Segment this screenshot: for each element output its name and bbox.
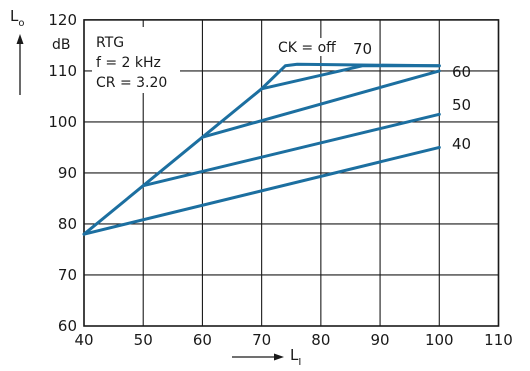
annotation-line-1: RTG [96, 35, 124, 51]
x-tick-label-90: 90 [371, 331, 390, 349]
series-label-50: 50 [452, 96, 471, 114]
series-label-off: CK = off [278, 40, 336, 56]
series-line-4 [82, 145, 441, 236]
tick-labels: 40 50 60 70 80 90 100 110 60 70 80 90 100 110 120 [48, 11, 512, 349]
annotation-background [92, 27, 180, 93]
series-label-70: 70 [353, 40, 372, 58]
annotation-box: RTG f = 2 kHz CR = 3.20 [92, 27, 180, 93]
grid [83, 19, 500, 327]
series-label-40: 40 [452, 135, 471, 153]
y-axis-label: Lo [10, 7, 24, 29]
x-tick-label-100: 100 [425, 331, 454, 349]
y-tick-label-90: 90 [58, 164, 77, 182]
series-line-1 [260, 64, 441, 91]
y-axis-arrow-head [16, 34, 24, 44]
y-tick-label-80: 80 [58, 215, 77, 233]
y-tick-label-120: 120 [48, 11, 77, 29]
x-tick-label-40: 40 [74, 331, 93, 349]
series-line-3 [141, 112, 441, 188]
annotation-line-2: f = 2 kHz [96, 55, 161, 71]
annotation-line-3: CR = 3.20 [96, 75, 167, 91]
x-tick-label-60: 60 [193, 331, 212, 349]
series-group [82, 62, 441, 236]
x-axis-label: LI [290, 346, 301, 368]
series-line-2 [200, 69, 441, 139]
x-axis-arrow-head [274, 353, 284, 361]
y-tick-label-60: 60 [58, 317, 77, 335]
x-tick-label-50: 50 [134, 331, 153, 349]
plot-frame [83, 19, 500, 327]
series-label-background [276, 38, 343, 56]
x-tick-label-80: 80 [311, 331, 330, 349]
series-label-60: 60 [452, 63, 471, 81]
y-tick-label-70: 70 [58, 266, 77, 284]
y-axis-unit: dB [52, 37, 71, 53]
x-tick-label-70: 70 [252, 331, 271, 349]
x-tick-label-110: 110 [484, 331, 513, 349]
y-tick-label-110: 110 [48, 62, 77, 80]
y-tick-label-100: 100 [48, 113, 77, 131]
series-label-70-background [351, 38, 377, 58]
